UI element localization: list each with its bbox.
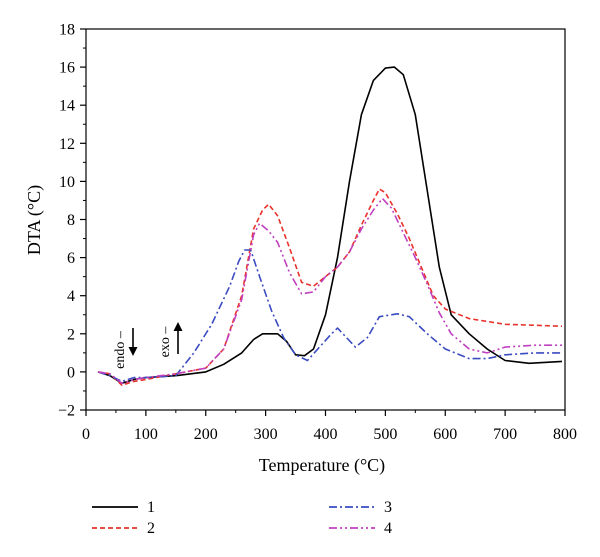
axes-layer: 0 100 200 300 400 500 600 700 800 −2 0 2 4 6 8 10 12 14 16…	[58, 22, 577, 444]
legend-label-4: 4	[384, 520, 392, 537]
up-arrow-icon	[173, 322, 183, 354]
legend-label-1: 1	[147, 499, 155, 516]
legend-label-2: 2	[147, 520, 155, 537]
legend-item-4: 4	[329, 520, 392, 537]
y-tick-label: 14	[59, 98, 75, 115]
x-tick-label: 700	[493, 426, 517, 443]
legend-item-1: 1	[92, 499, 155, 516]
y-tick-label: 0	[67, 364, 75, 381]
series-line-2	[97, 188, 563, 386]
series-line-1	[97, 66, 563, 385]
endo-annotation: endo –	[113, 330, 128, 369]
legend-item-2: 2	[92, 520, 155, 537]
y-tick-label: 16	[59, 60, 75, 77]
series-line-4	[97, 197, 562, 385]
x-tick-label: 0	[82, 426, 90, 443]
legend-label-3: 3	[384, 499, 392, 516]
y-tick-label: 4	[67, 288, 75, 305]
x-tick-label: 100	[134, 426, 158, 443]
x-tick-label: 300	[254, 426, 278, 443]
series-line-3	[97, 249, 562, 383]
x-tick-label: 500	[373, 426, 397, 443]
x-axis-label: Temperature (°C)	[259, 455, 385, 476]
y-axis-label: DTA (°C)	[24, 185, 45, 255]
y-tick-label: 8	[67, 212, 75, 229]
legend-item-3: 3	[329, 499, 392, 516]
x-tick-label: 400	[314, 426, 338, 443]
x-tick-label: 800	[553, 426, 577, 443]
y-tick-label: 10	[59, 174, 75, 191]
exo-annotation: exo –	[158, 326, 173, 358]
x-tick-label: 600	[433, 426, 457, 443]
y-tick-label: 12	[59, 136, 75, 153]
series-layer	[97, 66, 563, 386]
annotations: endo – exo –	[113, 322, 183, 369]
y-tick-label: 18	[59, 22, 75, 39]
y-tick-label: 6	[67, 250, 75, 267]
x-tick-label: 200	[194, 426, 218, 443]
legend: 1 2 3 4	[92, 499, 392, 537]
y-tick-label: −2	[58, 403, 75, 420]
y-tick-label: 2	[67, 326, 75, 343]
down-arrow-icon	[128, 328, 138, 356]
